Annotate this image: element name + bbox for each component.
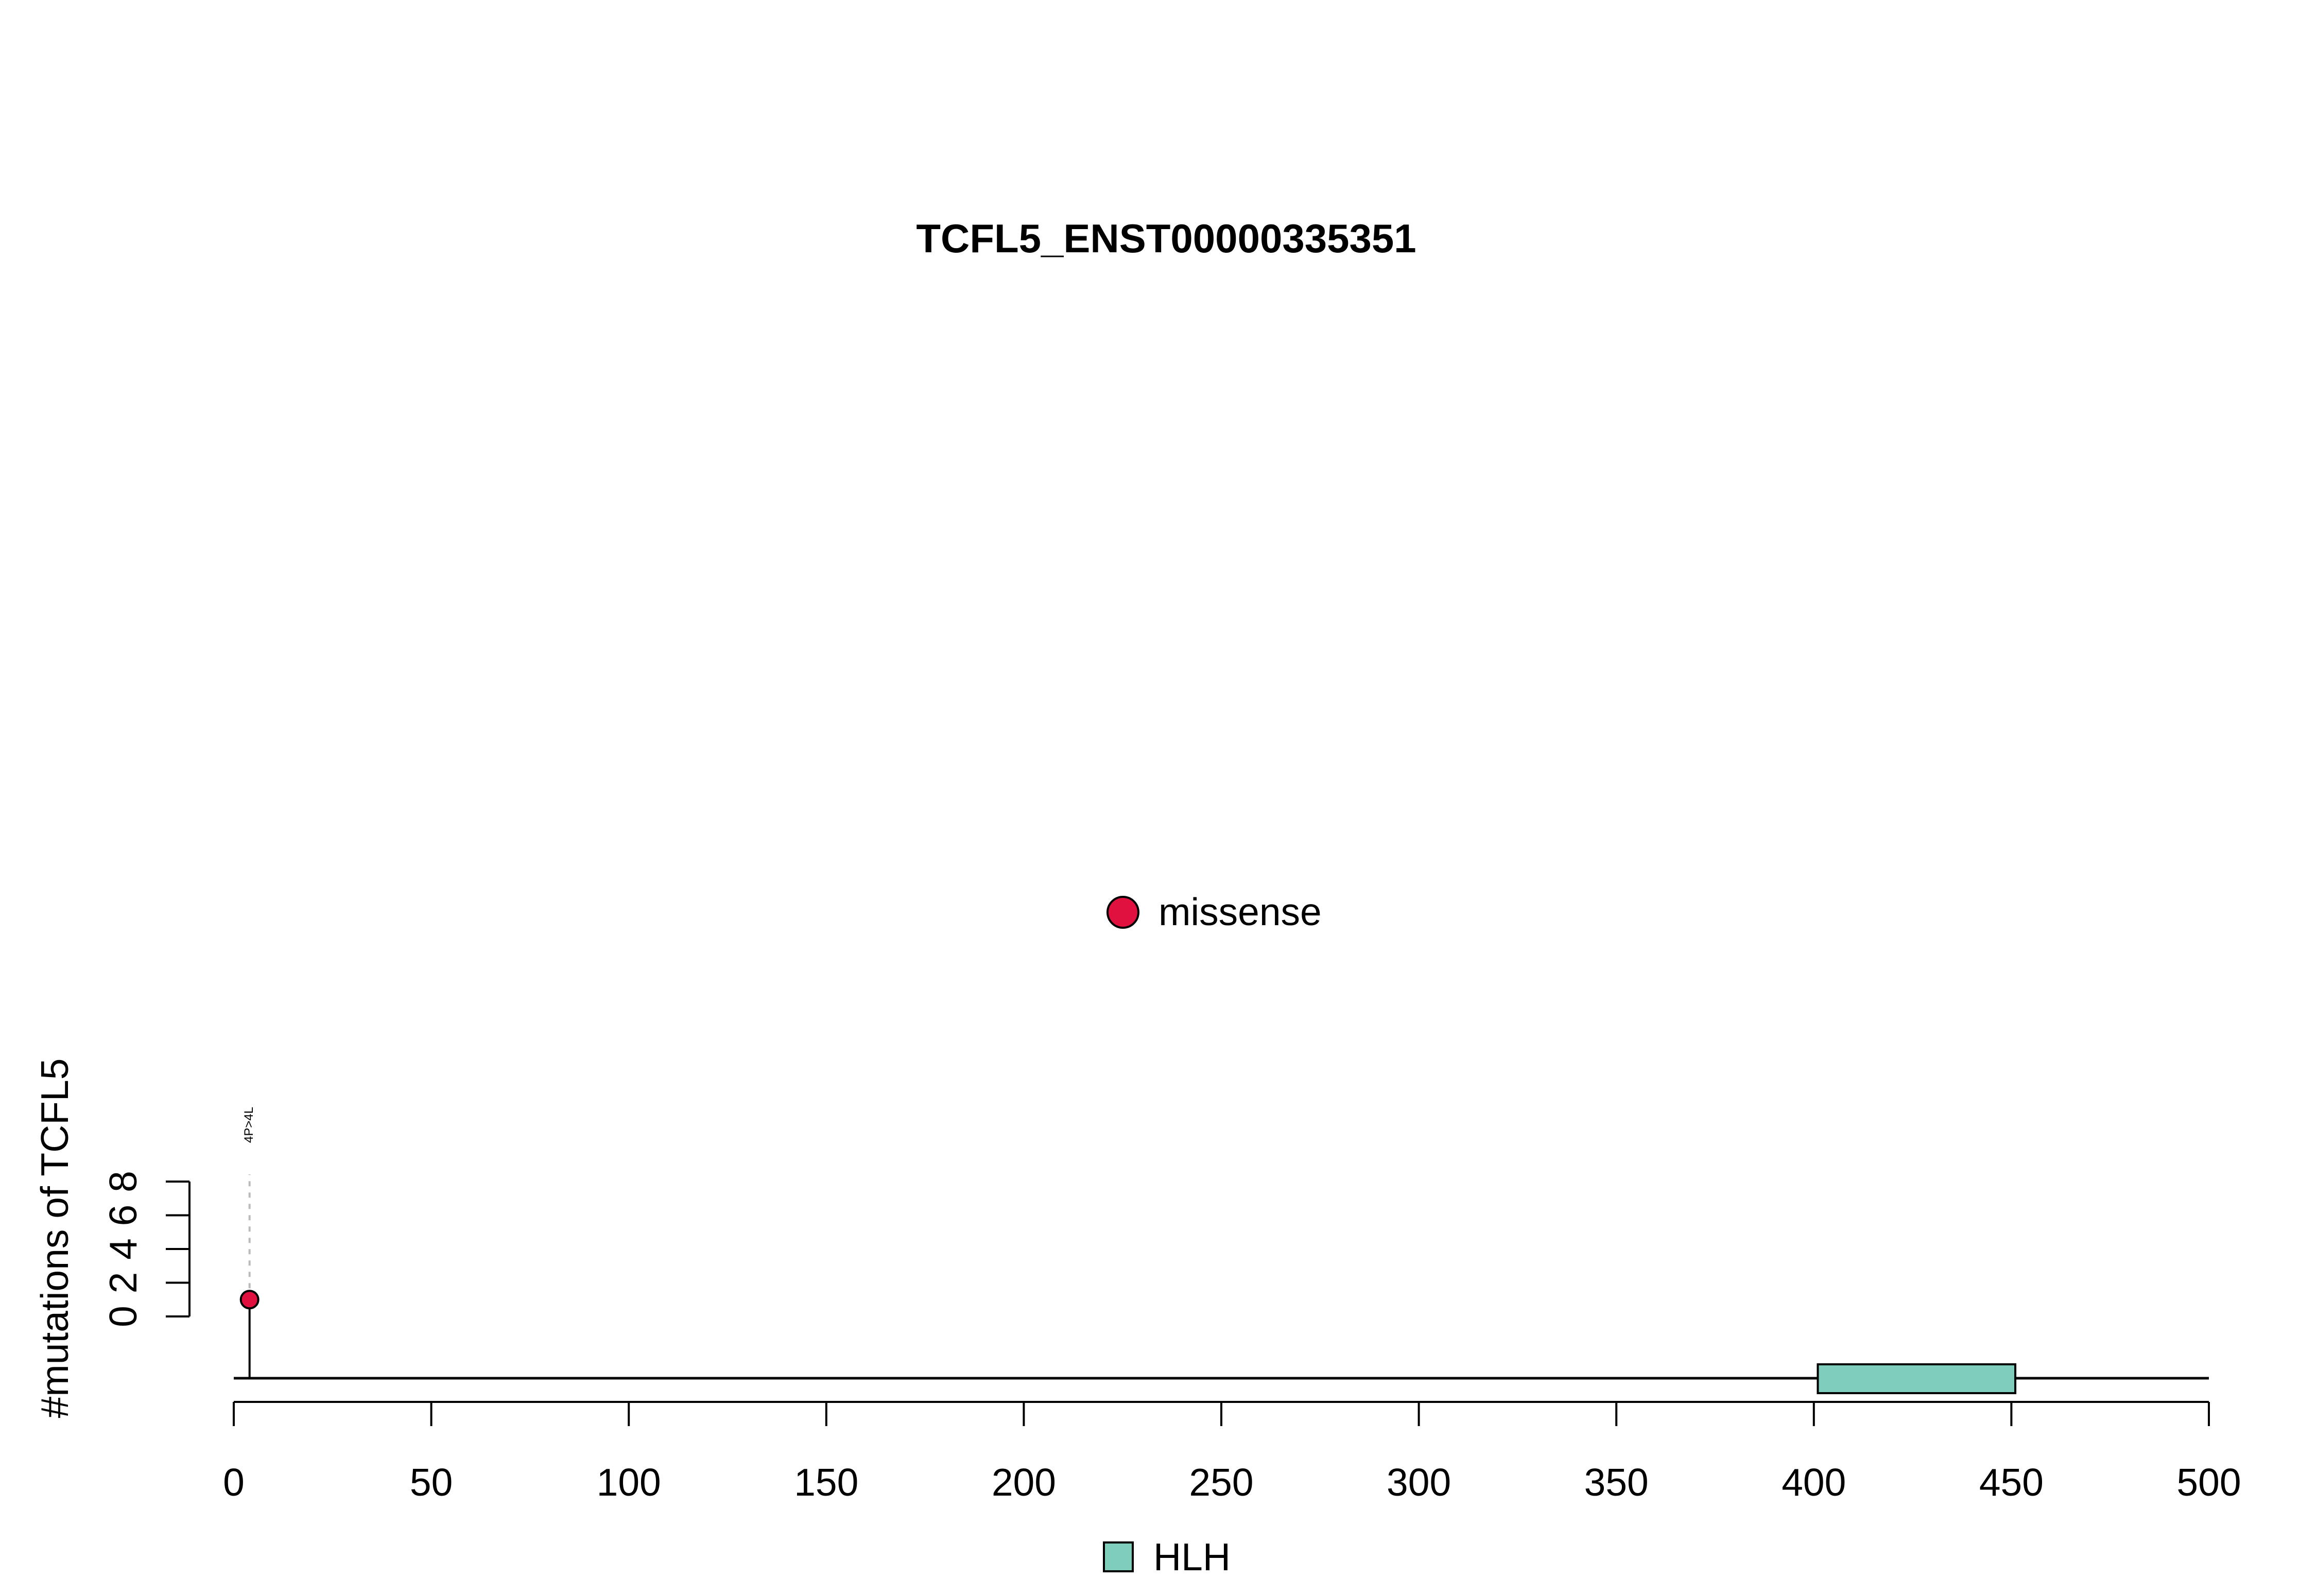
x-tick-label: 50 (410, 1461, 453, 1504)
x-tick-label: 300 (1387, 1461, 1451, 1504)
missense-legend-marker (1106, 896, 1139, 929)
y-tick-label: 6 (101, 1205, 145, 1226)
hlh-legend-swatch (1103, 1541, 1134, 1572)
mutation-label: 4P>4L (242, 1107, 256, 1143)
y-tick-label: 4 (101, 1238, 145, 1260)
x-tick-label: 450 (1979, 1461, 2044, 1504)
y-axis-label: #mutations of TCFL5 (33, 1059, 76, 1418)
x-tick-label: 250 (1189, 1461, 1253, 1504)
domain-legend: HLH (1103, 1535, 1231, 1578)
chart-title: TCFL5_ENST00000335351 (916, 216, 1416, 261)
x-tick-label: 150 (794, 1461, 858, 1504)
x-axis: 0 50 100 150 200 250 300 350 400 450 500 (223, 1401, 2241, 1504)
x-tick-label: 500 (2176, 1461, 2241, 1504)
x-tick-label: 200 (992, 1461, 1056, 1504)
y-tick-label: 8 (101, 1171, 145, 1192)
x-tick-label: 350 (1584, 1461, 1649, 1504)
protein-domains (1817, 1363, 2017, 1394)
lollipop-head-missense (239, 1290, 260, 1310)
y-axis-ticks: 0 2 4 6 8 (101, 1171, 189, 1327)
hlh-legend-label: HLH (1153, 1535, 1231, 1578)
x-tick-label: 100 (597, 1461, 661, 1504)
mutation-lollipops: 4P>4L (239, 1107, 260, 1378)
x-axis-ticks: 0 50 100 150 200 250 300 350 400 450 500 (223, 1402, 2241, 1504)
x-tick-label: 400 (1782, 1461, 1846, 1504)
x-tick-label: 0 (223, 1461, 245, 1504)
y-tick-label: 2 (101, 1272, 145, 1294)
y-axis: 0 2 4 6 8 (101, 1171, 191, 1327)
mutation-legend: missense (1106, 890, 1322, 933)
missense-legend-label: missense (1158, 890, 1322, 933)
domain-box-hlh (1817, 1363, 2017, 1394)
y-tick-label: 0 (101, 1306, 145, 1327)
